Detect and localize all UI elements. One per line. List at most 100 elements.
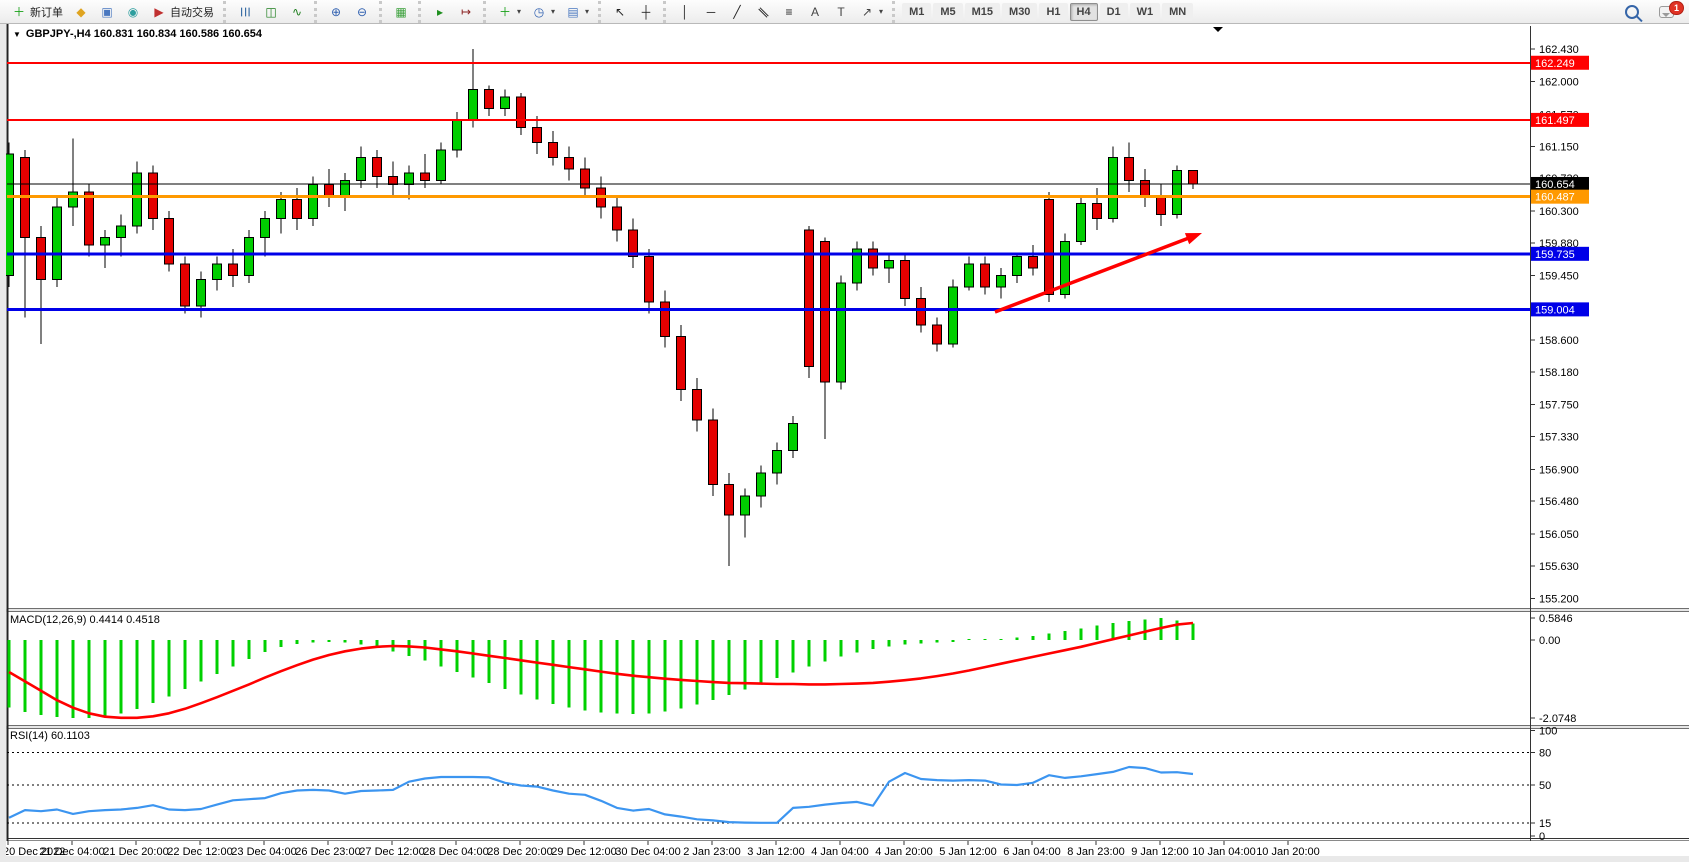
time-axis-label: 9 Jan 12:00 <box>1131 846 1189 858</box>
time-axis-label: 28 Dec 20:00 <box>487 846 552 858</box>
candles <box>4 49 1198 566</box>
metaeditor-button[interactable]: ◆ <box>69 2 93 22</box>
indicators-button[interactable]: ＋ ▾ <box>493 2 525 22</box>
candle <box>996 267 1006 299</box>
cursor-button[interactable]: ↖ <box>608 2 632 22</box>
candle <box>676 324 686 401</box>
rsi-axis-label: 80 <box>1539 747 1551 759</box>
symbol-list-icon[interactable] <box>13 28 21 40</box>
search-button[interactable] <box>1621 3 1643 21</box>
timeframe-D1[interactable]: D1 <box>1099 2 1128 21</box>
horizontal-line-tool-button[interactable]: ─ <box>699 2 723 22</box>
equidistant-channel-tool-button[interactable]: ∥ <box>751 2 775 22</box>
zoom-out-icon: ⊖ <box>356 4 368 19</box>
rsi-axis-label: 15 <box>1539 818 1551 830</box>
chart-title-bar: GBPJPY-,H4 160.831 160.834 160.586 160.6… <box>13 28 262 40</box>
rsi-axis-label: 0 <box>1539 831 1545 843</box>
toolbar-group: ▦ <box>379 0 418 23</box>
vertical-line-tool-button[interactable]: │ <box>673 2 697 22</box>
templates-dropdown-icon[interactable]: ▾ <box>585 7 590 16</box>
trendline-tool-button[interactable]: ╱ <box>725 2 749 22</box>
candle <box>692 378 702 432</box>
search-icon <box>1625 4 1639 19</box>
time-axis-label: 5 Jan 12:00 <box>939 846 997 858</box>
candle <box>980 256 990 295</box>
vertical-line-tool-icon: │ <box>681 4 689 19</box>
text-label-tool-button[interactable]: T <box>829 2 853 22</box>
timeframe-M1[interactable]: M1 <box>902 2 932 21</box>
time-axis-label: 28 Dec 04:00 <box>423 846 488 858</box>
arrows-tool-dropdown-icon[interactable]: ▾ <box>879 7 884 16</box>
window-bottom-gutter <box>0 856 1689 862</box>
timeframe-W1[interactable]: W1 <box>1129 2 1161 21</box>
candle <box>1028 245 1038 276</box>
indicators-dropdown-icon[interactable]: ▾ <box>517 7 522 16</box>
new-order-button[interactable]: ＋ 新订单 <box>7 2 67 22</box>
chat-button[interactable]: 1 <box>1655 0 1684 20</box>
bar-chart-mode-button[interactable]: ☰ <box>233 2 257 22</box>
candlestick-mode-button[interactable]: ◫ <box>259 2 283 22</box>
time-axis-label: 21 Dec 20:00 <box>103 846 168 858</box>
timeframe-H4[interactable]: H4 <box>1069 2 1098 21</box>
periods-dropdown-icon[interactable]: ▾ <box>551 7 556 16</box>
chart-title: GBPJPY-,H4 160.831 160.834 160.586 160.6… <box>25 28 262 40</box>
time-axis-label: 20 Dec 2022 <box>3 846 65 858</box>
tile-windows-button[interactable]: ▦ <box>389 2 413 22</box>
rsi-axis-label: 50 <box>1539 780 1551 792</box>
price-tick-label: 155.200 <box>1539 593 1579 605</box>
timeframe-M5[interactable]: M5 <box>933 2 963 21</box>
candle <box>548 131 558 166</box>
zoom-in-button[interactable]: ⊕ <box>324 2 348 22</box>
arrows-tool-button[interactable]: ↗ ▾ <box>855 2 887 22</box>
rsi-axis-label: 100 <box>1539 726 1557 738</box>
autotrading-icon: ▶ <box>154 4 164 19</box>
chart-shift-icon: ↦ <box>460 4 472 19</box>
news-button[interactable]: ◉ <box>121 2 145 22</box>
candle <box>932 317 942 352</box>
price-axis[interactable]: 162.430162.000161.570161.150160.730160.3… <box>1530 44 1589 605</box>
trend-arrow-object[interactable] <box>994 233 1202 314</box>
candle <box>532 115 542 154</box>
candle <box>68 138 78 227</box>
timeframe-M15[interactable]: M15 <box>964 2 1001 21</box>
toolbar-group: ↖ ┼ <box>598 0 663 23</box>
timeframe-H1[interactable]: H1 <box>1039 2 1068 21</box>
timeframe-MN[interactable]: MN <box>1162 2 1194 21</box>
auto-scroll-icon: ▸ <box>436 4 444 19</box>
line-chart-mode-button[interactable]: ∿ <box>285 2 309 22</box>
price-tick-label: 159.880 <box>1539 238 1579 250</box>
time-axis-label: 3 Jan 12:00 <box>747 846 805 858</box>
toolbar: ＋新订单 ◆ ▣ ◉ ▶ 自动交易 ☰ ◫ ∿ ⊕ ⊖ ▦ ▸ ↦ ＋ ▾ ◷ ▾ ▤ ▾ ↖ ┼ │ ─ ╱ ∥ ≡ A T ↗ ▾ M1 M… <box>0 0 1689 24</box>
time-axis-label: 4 Jan 04:00 <box>811 846 869 858</box>
fibonacci-tool-icon: ≡ <box>785 4 793 19</box>
terminal-icon: ▣ <box>101 4 113 19</box>
candle <box>516 93 526 135</box>
candle <box>724 473 734 566</box>
candle <box>820 237 830 439</box>
auto-scroll-button[interactable]: ▸ <box>428 2 452 22</box>
macd-axis-label: -2.0748 <box>1539 713 1576 725</box>
periods-button[interactable]: ◷ ▾ <box>527 2 559 22</box>
chart-shift-marker[interactable] <box>1213 27 1223 32</box>
candle <box>180 256 190 314</box>
timeframe-M30[interactable]: M30 <box>1002 2 1038 21</box>
text-tool-icon: A <box>811 4 820 19</box>
chart-shift-button[interactable]: ↦ <box>454 2 478 22</box>
templates-button[interactable]: ▤ ▾ <box>561 2 593 22</box>
candle <box>116 214 126 257</box>
crosshair-button[interactable]: ┼ <box>634 2 658 22</box>
text-tool-button[interactable]: A <box>803 2 827 22</box>
autotrading-button[interactable]: ▶ 自动交易 <box>147 2 218 22</box>
periods-icon: ◷ <box>533 4 545 19</box>
time-axis-label: 4 Jan 20:00 <box>875 846 933 858</box>
fibonacci-tool-button[interactable]: ≡ <box>777 2 801 22</box>
equidistant-channel-tool-icon: ∥ <box>755 4 771 19</box>
candle <box>612 195 622 242</box>
terminal-button[interactable]: ▣ <box>95 2 119 22</box>
zoom-out-button[interactable]: ⊖ <box>350 2 374 22</box>
svg-text:161.497: 161.497 <box>1535 115 1575 127</box>
candle <box>1172 165 1182 219</box>
